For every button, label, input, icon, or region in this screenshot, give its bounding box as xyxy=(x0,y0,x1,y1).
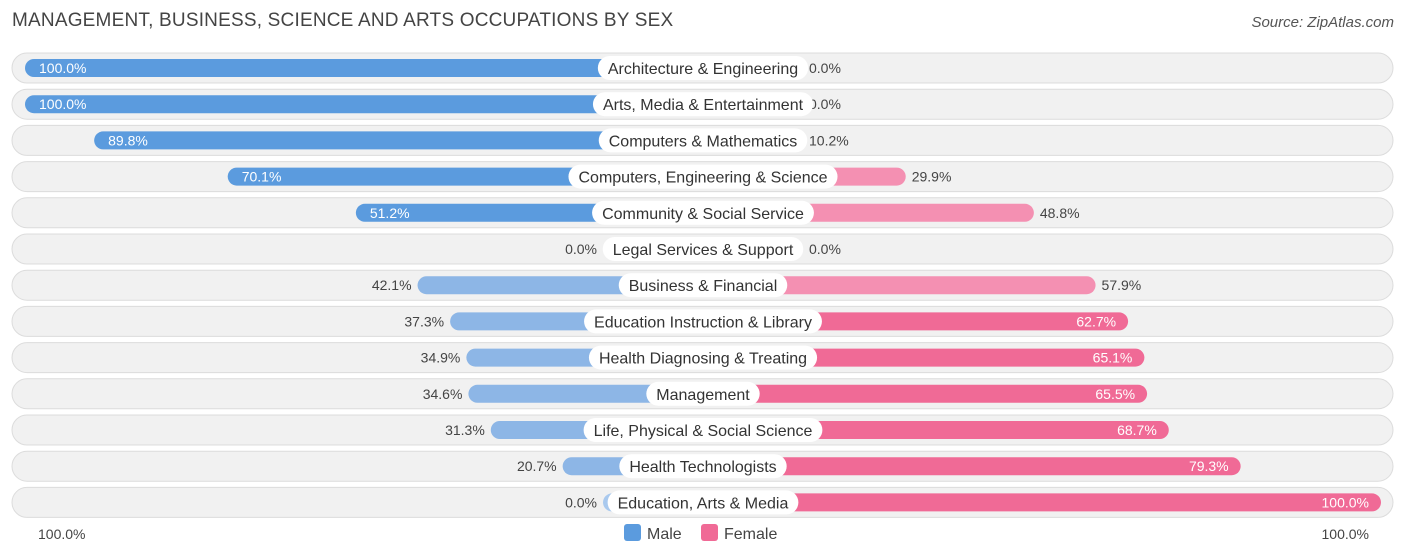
category-pill xyxy=(592,200,814,225)
category-label: Legal Services & Support xyxy=(613,242,794,259)
label-female: 0.0% xyxy=(809,60,841,76)
category-pill xyxy=(583,418,823,442)
label-male: 20.7% xyxy=(517,458,557,474)
category-label: Health Diagnosing & Treating xyxy=(599,351,807,368)
label-female: 62.7% xyxy=(1076,313,1116,329)
label-male: 51.2% xyxy=(370,205,410,221)
label-male: 100.0% xyxy=(39,96,86,112)
category-label: Computers, Engineering & Science xyxy=(578,170,827,187)
label-male: 100.0% xyxy=(39,60,86,76)
label-female: 10.2% xyxy=(809,132,849,148)
legend: Male Female xyxy=(0,522,1406,546)
legend-label-male: Male xyxy=(647,526,682,543)
label-male: 37.3% xyxy=(404,313,444,329)
bar-female xyxy=(703,384,1148,403)
label-female: 57.9% xyxy=(1102,277,1142,293)
category-pill xyxy=(619,454,787,479)
legend-label-female: Female xyxy=(724,526,778,543)
bar-female xyxy=(703,457,1241,476)
legend-item-male[interactable]: Male xyxy=(624,524,682,544)
bar-female xyxy=(703,493,1381,512)
category-label: Arts, Media & Entertainment xyxy=(603,97,804,114)
label-female: 29.9% xyxy=(912,169,952,185)
label-male: 34.9% xyxy=(421,350,461,366)
category-label: Education, Arts & Media xyxy=(618,495,789,512)
category-pill xyxy=(602,237,804,261)
category-label: Architecture & Engineering xyxy=(608,61,798,78)
legend-swatch-female xyxy=(701,524,718,541)
category-label: Computers & Mathematics xyxy=(609,133,798,150)
category-label: Education Instruction & Library xyxy=(594,314,812,331)
bar-female xyxy=(703,276,1096,295)
bar-male xyxy=(25,59,703,77)
label-male: 34.6% xyxy=(423,386,463,402)
bar-male xyxy=(25,95,703,114)
label-male: 31.3% xyxy=(445,422,485,438)
chart-title: MANAGEMENT, BUSINESS, SCIENCE AND ARTS O… xyxy=(12,10,674,31)
category-pill xyxy=(598,128,808,153)
category-label: Business & Financial xyxy=(629,278,778,295)
axis-right-label: 100.0% xyxy=(1321,526,1369,542)
category-pill xyxy=(618,273,788,298)
category-pill xyxy=(592,92,814,117)
chart-source: Source: ZipAtlas.com xyxy=(1251,14,1394,31)
label-female: 0.0% xyxy=(809,241,841,257)
axis-left-label: 100.0% xyxy=(38,526,86,542)
category-pill xyxy=(646,381,760,406)
chart-plot: 100.0% 0.0% Architecture & Engineering 100.… xyxy=(11,52,1394,518)
bar-male xyxy=(468,384,703,403)
label-female: 65.5% xyxy=(1095,386,1135,402)
category-pill xyxy=(568,164,838,189)
label-female: 79.3% xyxy=(1189,458,1229,474)
category-pill xyxy=(607,490,799,515)
legend-swatch-male xyxy=(624,524,641,541)
label-female: 0.0% xyxy=(809,96,841,112)
label-female: 65.1% xyxy=(1093,350,1133,366)
label-male: 0.0% xyxy=(565,241,597,257)
label-female: 100.0% xyxy=(1322,494,1369,510)
category-pill xyxy=(588,345,818,370)
category-label: Management xyxy=(656,387,750,404)
label-male: 42.1% xyxy=(372,277,412,293)
category-pill xyxy=(597,56,809,80)
legend-item-female[interactable]: Female xyxy=(701,524,777,544)
label-male: 70.1% xyxy=(242,169,282,185)
bar-male xyxy=(94,131,703,150)
category-label: Health Technologists xyxy=(629,459,776,476)
category-pill xyxy=(584,309,822,334)
label-male: 89.8% xyxy=(108,132,148,148)
category-label: Life, Physical & Social Science xyxy=(594,423,813,440)
label-female: 48.8% xyxy=(1040,205,1080,221)
category-label: Community & Social Service xyxy=(602,206,804,223)
label-male: 0.0% xyxy=(565,494,597,510)
label-female: 68.7% xyxy=(1117,422,1157,438)
